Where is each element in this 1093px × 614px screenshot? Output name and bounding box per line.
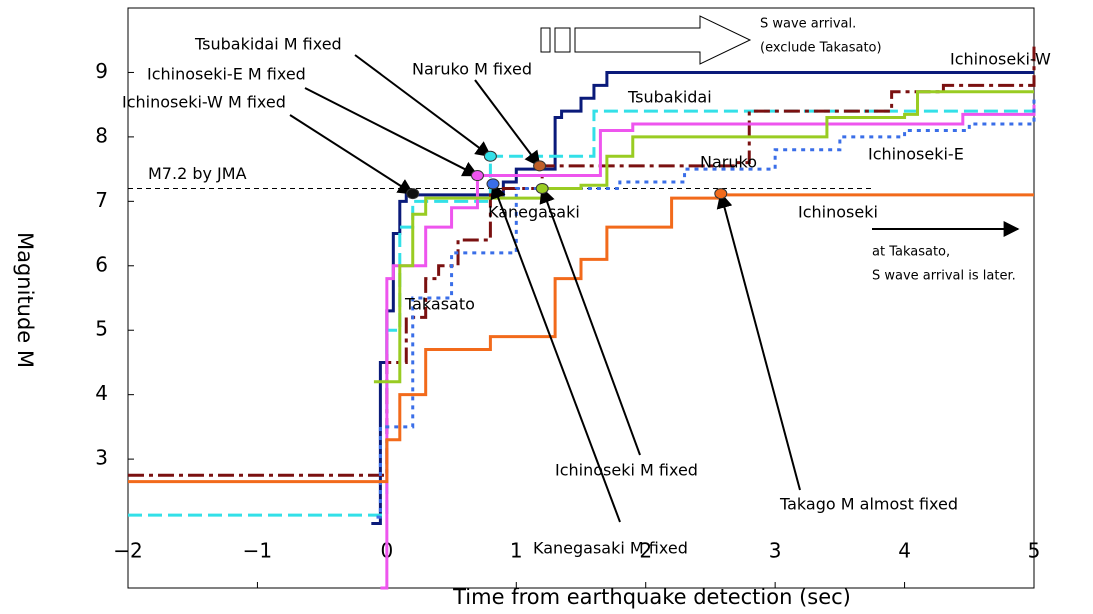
annotation-label: Takago M almost fixed bbox=[779, 495, 958, 514]
reference-label: M7.2 by JMA bbox=[148, 164, 247, 183]
series-label: Ichinoseki-E bbox=[868, 145, 964, 164]
y-tick-label: 6 bbox=[95, 252, 108, 276]
annotation-label: Ichinoseki-W M fixed bbox=[122, 93, 286, 112]
y-tick-label: 3 bbox=[95, 446, 108, 470]
y-tick-label: 4 bbox=[95, 381, 108, 405]
series-line bbox=[376, 98, 1036, 519]
x-tick-label: −1 bbox=[243, 539, 272, 563]
series-label: Kanegasaki bbox=[488, 203, 580, 222]
note: at Takasato, bbox=[872, 245, 950, 260]
fixed-point bbox=[470, 170, 484, 182]
y-tick-label: 8 bbox=[95, 123, 108, 147]
x-tick-label: 2 bbox=[639, 539, 652, 563]
y-tick-label: 5 bbox=[95, 317, 108, 341]
note: S wave arrival is later. bbox=[872, 269, 1016, 284]
fixed-point bbox=[406, 188, 420, 200]
series-line bbox=[128, 193, 1034, 484]
x-tick-label: −2 bbox=[113, 539, 142, 563]
series-label: Ichinoseki bbox=[798, 203, 878, 222]
annotation-arrow bbox=[354, 54, 492, 158]
annotation-arrow bbox=[539, 186, 641, 456]
x-tick-label: 1 bbox=[510, 539, 523, 563]
series-line bbox=[380, 104, 1036, 590]
annotation-arrow bbox=[304, 87, 479, 177]
x-axis-label: Time from earthquake detection (sec) bbox=[452, 585, 851, 609]
fixed-point bbox=[714, 188, 728, 200]
y-tick-label: 9 bbox=[95, 59, 108, 83]
series-label: Tsubakidai bbox=[627, 88, 712, 107]
series-label: Ichinoseki-W bbox=[950, 50, 1051, 69]
s-wave-arrow bbox=[540, 15, 752, 65]
annotation-arrow bbox=[474, 79, 541, 168]
x-tick-label: 3 bbox=[769, 539, 782, 563]
x-tick-label: 4 bbox=[898, 539, 911, 563]
fixed-point bbox=[483, 150, 497, 162]
annotation-arrow bbox=[289, 114, 415, 195]
plot-frame bbox=[127, 7, 1035, 589]
y-tick-label: 7 bbox=[95, 188, 108, 212]
series-line bbox=[128, 46, 1036, 477]
fixed-point bbox=[533, 160, 547, 172]
fixed-point bbox=[535, 182, 549, 194]
annotation-label: Naruko M fixed bbox=[412, 60, 532, 79]
note: (exclude Takasato) bbox=[760, 41, 882, 56]
series-label: Takasato bbox=[404, 295, 475, 314]
annotation-arrow bbox=[490, 182, 621, 523]
series-label: Naruko bbox=[700, 153, 757, 172]
fixed-point bbox=[486, 178, 500, 190]
series-line bbox=[128, 109, 1034, 517]
annotation-label: Kanegasaki M fixed bbox=[533, 539, 688, 558]
series-line bbox=[373, 90, 1034, 384]
annotation-arrow bbox=[716, 192, 801, 491]
note: S wave arrival. bbox=[760, 17, 856, 32]
annotation-label: Tsubakidai M fixed bbox=[194, 35, 342, 54]
annotation-label: Ichinoseki M fixed bbox=[555, 461, 698, 480]
x-tick-label: 5 bbox=[1028, 539, 1041, 563]
y-axis-label: Magnitude M bbox=[13, 232, 37, 368]
annotation-label: Ichinoseki-E M fixed bbox=[147, 65, 306, 84]
